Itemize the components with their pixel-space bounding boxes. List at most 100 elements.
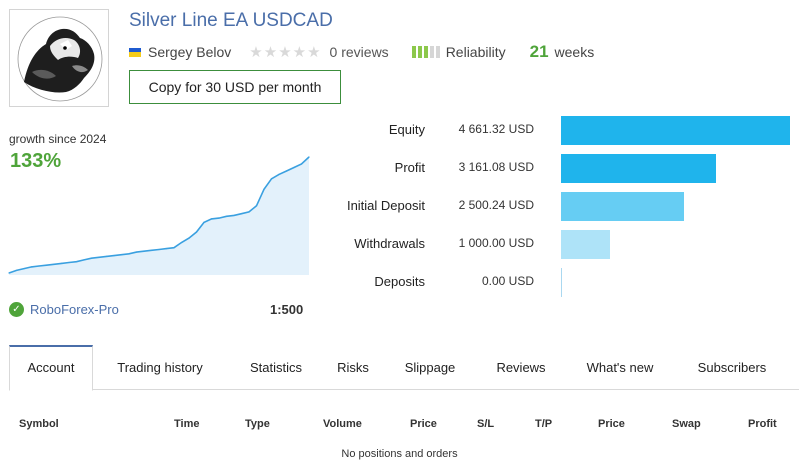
financial-bar (561, 268, 562, 297)
financial-row-value: 4 661.32 USD (458, 122, 534, 136)
financial-row-label: Withdrawals (354, 236, 425, 251)
tab-slippage[interactable]: Slippage (404, 360, 456, 375)
growth-point (240, 213, 243, 215)
growth-point (135, 251, 138, 253)
column-header-t-p[interactable]: T/P (535, 418, 553, 430)
column-header-s-l[interactable]: S/L (477, 418, 495, 430)
financial-row-label: Initial Deposit (346, 198, 425, 213)
financial-bar (561, 230, 611, 259)
leverage: 1:500 (270, 302, 304, 317)
growth-point (248, 211, 250, 213)
growth-point (8, 272, 10, 274)
star-icon: ★ (292, 43, 307, 61)
star-icon: ★ (263, 43, 278, 61)
tab-statistics[interactable]: Statistics (249, 360, 302, 375)
financial-bar (561, 192, 684, 221)
growth-point (38, 265, 40, 267)
growth-point (293, 166, 295, 169)
financial-row-label: Deposits (374, 274, 425, 289)
growth-point (270, 178, 273, 180)
tab-account[interactable]: Account (9, 345, 93, 391)
financial-row: Profit 3 161.08 USD (330, 152, 799, 190)
reliability-bar (423, 46, 428, 58)
column-header-symbol[interactable]: Symbol (19, 418, 59, 430)
ukraine-flag-icon (129, 47, 141, 57)
financial-row: Withdrawals 1 000.00 USD (330, 228, 799, 266)
tab-bar: Account Trading history Statistics Risks Sli… (9, 345, 799, 391)
growth-area (9, 157, 309, 275)
financial-row-value: 2 500.24 USD (458, 198, 534, 212)
growth-point (210, 218, 213, 220)
rating-stars: ★ ★ ★ ★ ★ (249, 45, 320, 60)
copy-subscription-button[interactable]: Copy for 30 USD per month (129, 70, 341, 104)
signal-meta: Sergey Belov ★ ★ ★ ★ ★ 0 reviews Reliability… (129, 42, 594, 62)
financial-row: Initial Deposit 2 500.24 USD (330, 190, 799, 228)
growth-point (285, 170, 288, 172)
growth-chart (8, 156, 310, 275)
reviews-link[interactable]: 0 reviews (329, 44, 389, 60)
growth-point (23, 268, 25, 270)
growth-point (225, 215, 228, 217)
tab-trading-history[interactable]: Trading history (117, 360, 203, 375)
financial-summary: Equity 4 661.32 USD Profit 3 161.08 USD Init… (330, 114, 799, 304)
growth-point (188, 237, 190, 239)
financial-row-value: 1 000.00 USD (458, 236, 534, 250)
growth-point (278, 173, 280, 175)
column-header-profit[interactable]: Profit (748, 418, 777, 430)
signal-title[interactable]: Silver Line EA USDCAD (129, 10, 333, 31)
growth-point (53, 263, 55, 265)
reliability-bar (435, 46, 440, 58)
growth-point (255, 205, 258, 207)
growth-point (30, 266, 33, 268)
tab-reviews[interactable]: Reviews (496, 360, 546, 375)
growth-point (143, 250, 145, 252)
reliability-bars-icon (411, 46, 440, 58)
growth-point (15, 269, 18, 271)
financial-row: Equity 4 661.32 USD (330, 114, 799, 152)
growth-point (75, 261, 78, 263)
financial-row-value: 0.00 USD (481, 274, 534, 288)
reliability-label: Reliability (445, 44, 506, 60)
growth-point (300, 163, 303, 165)
star-icon: ★ (249, 43, 263, 61)
column-header-type[interactable]: Type (245, 418, 270, 430)
column-header-price[interactable]: Price (598, 418, 625, 430)
empty-table-message: No positions and orders (341, 448, 458, 460)
reliability-bar (411, 46, 416, 58)
weeks-label: weeks (554, 44, 595, 60)
growth-point (218, 217, 220, 219)
growth-point (120, 254, 123, 256)
growth-point (180, 241, 183, 244)
financial-row-label: Equity (388, 122, 425, 137)
tab-subscribers[interactable]: Subscribers (697, 360, 767, 375)
growth-point (83, 259, 85, 261)
growth-point (173, 247, 175, 249)
column-header-volume[interactable]: Volume (323, 418, 362, 430)
tab-what-s-new[interactable]: What's new (586, 360, 654, 375)
wolf-logo-icon (17, 16, 103, 102)
growth-point (68, 261, 70, 264)
column-header-price[interactable]: Price (410, 418, 437, 430)
reliability-bar (429, 46, 434, 58)
growth-point (263, 188, 265, 190)
star-icon: ★ (307, 43, 321, 61)
growth-value: 133% (10, 150, 62, 172)
broker-name[interactable]: RoboForex-Pro (30, 302, 119, 317)
growth-point (150, 249, 153, 251)
verified-shield-icon: ✓ (9, 302, 24, 317)
avatar (9, 9, 109, 107)
reliability-bar (417, 46, 422, 58)
growth-point (203, 221, 205, 223)
author-link[interactable]: Sergey Belov (148, 44, 232, 60)
tab-risks[interactable]: Risks (337, 360, 369, 375)
column-header-swap[interactable]: Swap (672, 418, 701, 430)
broker[interactable]: ✓ RoboForex-Pro (9, 302, 119, 317)
growth-point (233, 214, 235, 216)
column-header-time[interactable]: Time (174, 418, 200, 430)
star-icon: ★ (278, 43, 292, 61)
financial-bar (561, 154, 717, 183)
growth-point (60, 262, 63, 264)
growth-label: growth since 2024 (9, 132, 107, 146)
growth-point (158, 248, 160, 251)
growth-point (90, 257, 93, 259)
